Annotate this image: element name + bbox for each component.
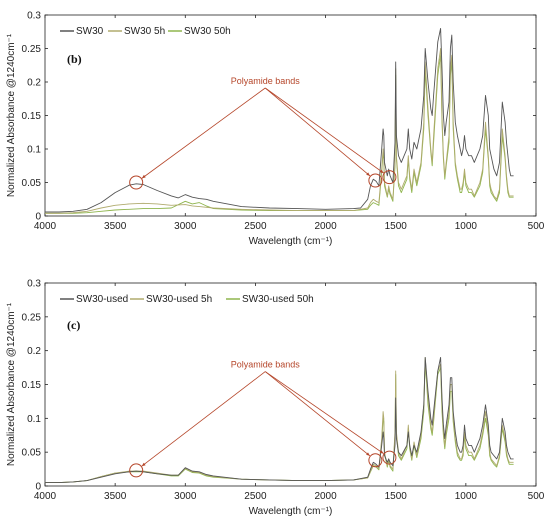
annotation-arrow xyxy=(264,371,371,457)
x-tick-label: 3500 xyxy=(104,221,127,232)
annotation-arrowhead xyxy=(141,462,146,467)
polyamide-band-marker xyxy=(382,170,397,185)
x-tick-label: 3000 xyxy=(174,221,197,232)
annotation-arrowhead xyxy=(366,452,370,456)
annotation-arrow xyxy=(264,87,371,177)
y-tick-label: 0.15 xyxy=(22,111,42,122)
y-tick-label: 0.25 xyxy=(22,312,42,323)
y-tick-label: 0.05 xyxy=(22,178,42,189)
chart-panel-b: 4000 3500 3000 2500 2000 1500 1000 500 0 0.05 0.1 0… xyxy=(6,11,545,248)
x-tick-label: 1500 xyxy=(385,221,408,232)
series-line xyxy=(45,54,514,214)
legend-entry: SW30 5h xyxy=(124,26,165,37)
x-tick-label: 500 xyxy=(528,491,545,502)
y-tick-label: 0.1 xyxy=(27,414,41,425)
y-tick-label: 0.1 xyxy=(27,145,41,156)
series-line xyxy=(45,27,514,213)
annotation-arrowhead xyxy=(141,174,146,179)
series-line xyxy=(45,48,514,214)
legend-entry: SW30 xyxy=(76,26,104,37)
y-tick-label: 0.3 xyxy=(27,279,41,290)
legend-entry: SW30 50h xyxy=(184,26,231,37)
x-tick-label: 2500 xyxy=(244,221,267,232)
x-axis-label: Wavelength (cm⁻¹) xyxy=(249,506,333,517)
y-tick-label: 0 xyxy=(35,212,41,223)
annotation-label: Polyamide bands xyxy=(231,76,301,86)
annotation-arrow xyxy=(265,371,384,454)
series-line xyxy=(45,360,514,484)
x-tick-label: 1000 xyxy=(455,221,478,232)
polyamide-band-marker xyxy=(368,453,383,468)
x-tick-label: 1500 xyxy=(385,491,408,502)
x-tick-label: 2500 xyxy=(244,491,267,502)
x-tick-label: 1000 xyxy=(455,491,478,502)
x-tick-label: 2000 xyxy=(314,221,337,232)
x-tick-label: 3000 xyxy=(174,491,197,502)
panel-label: (b) xyxy=(67,52,82,66)
polyamide-band-marker xyxy=(129,463,144,478)
x-tick-label: 4000 xyxy=(34,221,57,232)
y-tick-label: 0.15 xyxy=(22,380,42,391)
annotation-arrow xyxy=(265,87,384,174)
y-tick-label: 0.25 xyxy=(22,44,42,55)
annotation-arrowhead xyxy=(379,169,384,174)
y-tick-label: 0.05 xyxy=(22,448,42,459)
y-axis-label: Normalized Absorbance @1240cm⁻¹ xyxy=(6,33,17,197)
annotation-label: Polyamide bands xyxy=(231,360,301,370)
legend-entry: SW30-used xyxy=(76,294,128,305)
legend-entry: SW30-used 5h xyxy=(146,294,212,305)
annotation-arrowhead xyxy=(366,172,370,176)
x-tick-label: 500 xyxy=(528,221,545,232)
y-tick-label: 0 xyxy=(35,482,41,493)
y-axis-label: Normalized Absorbance @1240cm⁻¹ xyxy=(6,302,17,466)
x-tick-label: 3500 xyxy=(104,491,127,502)
y-tick-label: 0.2 xyxy=(27,78,41,89)
polyamide-band-marker xyxy=(368,173,383,188)
series-line xyxy=(45,356,514,484)
x-tick-label: 2000 xyxy=(314,491,337,502)
chart-panel-c: 4000 3500 3000 2500 2000 1500 1000 500 0 0.05 0.1 0… xyxy=(6,279,545,518)
legend-entry: SW30-used 50h xyxy=(242,294,314,305)
annotation-arrow xyxy=(141,87,266,179)
annotation-arrow xyxy=(141,371,266,467)
x-axis-label: Wavelength (cm⁻¹) xyxy=(249,236,333,247)
x-tick-label: 4000 xyxy=(34,491,57,502)
panel-label: (c) xyxy=(67,318,80,332)
annotation-arrowhead xyxy=(379,450,384,454)
polyamide-band-marker xyxy=(129,175,144,190)
y-tick-label: 0.3 xyxy=(27,11,41,22)
y-tick-label: 0.2 xyxy=(27,346,41,357)
polyamide-band-marker xyxy=(382,450,397,465)
